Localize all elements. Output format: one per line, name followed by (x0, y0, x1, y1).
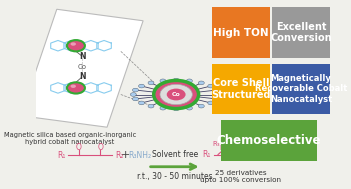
FancyBboxPatch shape (272, 64, 330, 114)
Circle shape (67, 82, 85, 94)
Circle shape (198, 81, 204, 85)
Circle shape (214, 88, 220, 92)
Polygon shape (21, 9, 143, 127)
Text: R₃NH₂: R₃NH₂ (129, 151, 152, 160)
Circle shape (186, 106, 192, 110)
Text: Solvent free: Solvent free (152, 150, 198, 159)
Text: Co: Co (172, 92, 180, 97)
Text: Core Shell
Structured: Core Shell Structured (211, 78, 271, 100)
Text: O: O (76, 143, 82, 153)
Circle shape (160, 84, 192, 105)
Circle shape (132, 88, 138, 92)
Text: r.t., 30 - 50 minutes: r.t., 30 - 50 minutes (137, 172, 212, 181)
Circle shape (71, 84, 76, 88)
Text: 25 derivatives
upto 100% conversion: 25 derivatives upto 100% conversion (200, 170, 281, 183)
Text: R₁: R₁ (57, 151, 65, 160)
Circle shape (67, 40, 85, 51)
Text: O: O (239, 142, 245, 151)
Text: Co: Co (78, 64, 86, 70)
Text: N: N (80, 72, 86, 81)
Circle shape (132, 97, 138, 101)
Circle shape (148, 104, 154, 108)
Circle shape (216, 93, 222, 96)
Circle shape (160, 79, 166, 83)
Circle shape (214, 97, 220, 101)
Text: R₃: R₃ (212, 141, 220, 147)
Circle shape (167, 89, 186, 100)
Circle shape (130, 93, 136, 96)
Text: N: N (80, 53, 86, 61)
Circle shape (71, 42, 76, 46)
Circle shape (139, 84, 145, 88)
Text: NH: NH (220, 145, 230, 151)
Circle shape (173, 107, 179, 111)
FancyBboxPatch shape (272, 7, 330, 58)
Text: R₂: R₂ (254, 150, 263, 159)
Text: R₂: R₂ (115, 151, 123, 160)
FancyBboxPatch shape (212, 64, 270, 114)
Text: O: O (98, 143, 104, 153)
Circle shape (208, 84, 214, 88)
Text: High TON: High TON (213, 28, 269, 38)
FancyBboxPatch shape (221, 120, 317, 161)
Text: R₁: R₁ (202, 150, 211, 159)
Circle shape (173, 78, 179, 82)
Circle shape (139, 101, 145, 105)
Circle shape (186, 79, 192, 83)
Text: Excellent
Conversion: Excellent Conversion (270, 22, 332, 43)
Text: +: + (121, 150, 130, 160)
Text: Chemoselective: Chemoselective (217, 134, 321, 147)
Text: Magnetic silica based organic-inorganic
hybrid cobalt nanocatalyst: Magnetic silica based organic-inorganic … (4, 132, 136, 145)
Circle shape (208, 101, 214, 105)
Circle shape (198, 104, 204, 108)
Circle shape (160, 106, 166, 110)
Text: Magnetically
Recoverable Cobalt
Nanocatalyst: Magnetically Recoverable Cobalt Nanocata… (255, 74, 347, 104)
Circle shape (154, 81, 199, 108)
Circle shape (148, 81, 154, 85)
FancyBboxPatch shape (212, 7, 270, 58)
